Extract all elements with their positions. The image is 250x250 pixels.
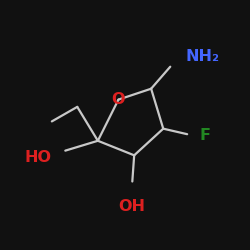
Text: F: F <box>200 128 210 144</box>
Text: NH₂: NH₂ <box>185 48 219 64</box>
Text: O: O <box>112 92 125 107</box>
Text: HO: HO <box>25 150 52 165</box>
Text: OH: OH <box>118 199 145 214</box>
